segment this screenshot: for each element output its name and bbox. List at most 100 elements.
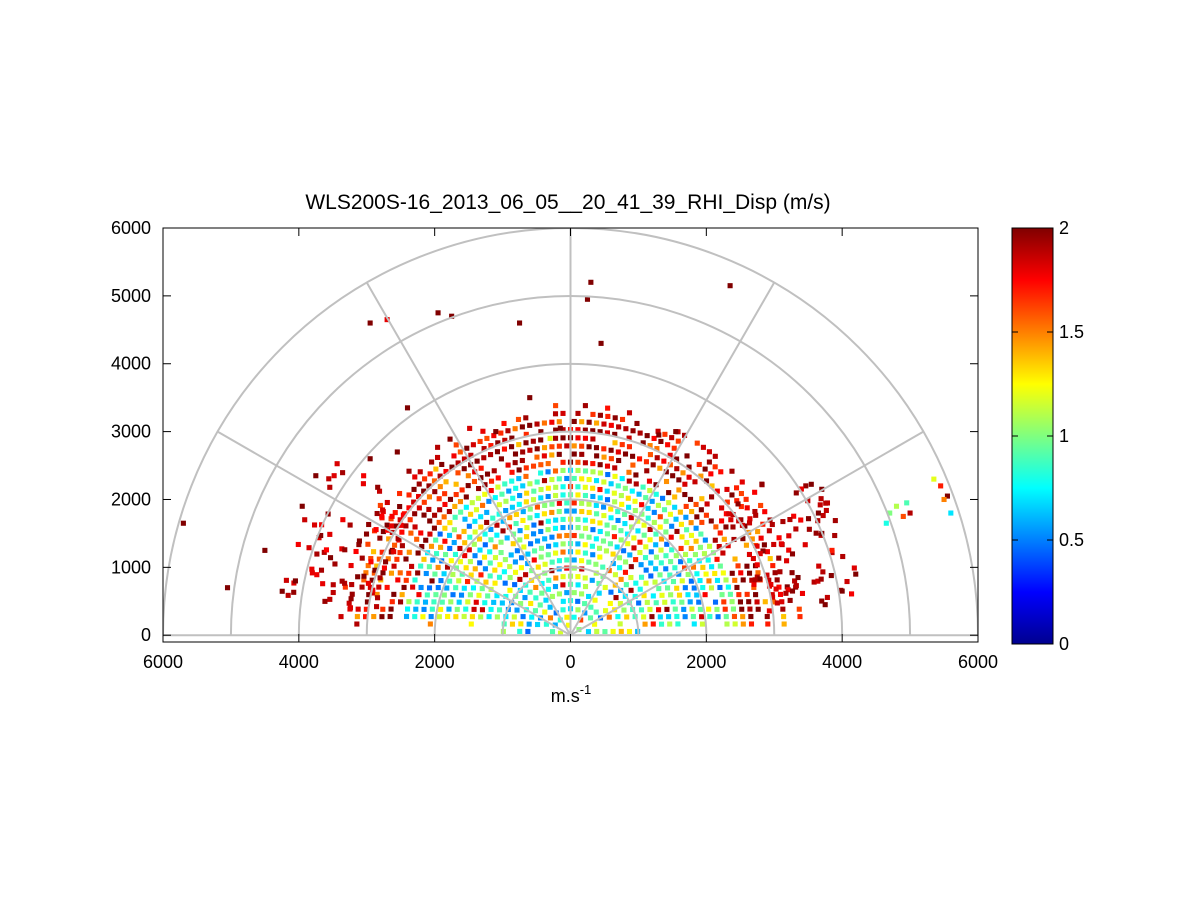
heatmap-cell <box>571 500 577 506</box>
heatmap-cell <box>507 587 513 593</box>
heatmap-cell <box>644 433 650 439</box>
heatmap-cell <box>636 600 642 606</box>
heatmap-cell <box>438 606 444 612</box>
heatmap-cell <box>586 501 592 507</box>
heatmap-cell <box>441 514 447 520</box>
heatmap-cell <box>657 514 663 520</box>
heatmap-cell <box>503 508 509 514</box>
heatmap-cell <box>723 614 729 620</box>
heatmap-cell <box>517 320 523 326</box>
heatmap-cell <box>487 560 493 566</box>
heatmap-cell <box>694 514 700 520</box>
heatmap-cell <box>645 505 651 511</box>
heatmap-cell <box>401 584 407 590</box>
heatmap-cell <box>586 419 592 425</box>
heatmap-cell <box>641 593 647 599</box>
heatmap-cell <box>579 443 585 449</box>
heatmap-cell <box>539 580 545 587</box>
heatmap-cell <box>476 485 482 492</box>
heatmap-cell <box>462 516 468 522</box>
heatmap-cell <box>679 534 685 540</box>
heatmap-cell <box>844 578 850 585</box>
heatmap-cell <box>606 568 612 574</box>
heatmap-cell <box>626 410 633 416</box>
heatmap-cell <box>370 587 376 593</box>
heatmap-cell <box>624 531 631 537</box>
heatmap-cell <box>823 507 829 514</box>
heatmap-cell <box>786 547 792 553</box>
heatmap-cell <box>369 577 375 583</box>
heatmap-cell <box>560 574 566 580</box>
heatmap-cell <box>498 539 504 545</box>
heatmap-cell <box>541 420 547 426</box>
heatmap-cell <box>596 545 603 551</box>
heatmap-cell <box>648 573 654 579</box>
heatmap-cell <box>513 485 519 491</box>
heatmap-cell <box>491 433 497 439</box>
heatmap-cell <box>602 584 608 590</box>
heatmap-cell <box>669 523 675 529</box>
heatmap-cell <box>564 508 570 514</box>
heatmap-cell <box>778 541 784 547</box>
heatmap-cell <box>776 535 782 541</box>
heatmap-cell <box>418 584 424 591</box>
heatmap-cell <box>517 576 523 582</box>
heatmap-cell <box>698 507 704 513</box>
heatmap-cell <box>644 599 650 605</box>
heatmap-cell <box>604 488 610 494</box>
heatmap-cell <box>527 422 533 428</box>
axis-ticks <box>162 227 979 642</box>
heatmap-cell <box>686 474 692 480</box>
heatmap-cell <box>326 476 332 482</box>
heatmap-cell <box>429 606 435 612</box>
heatmap-cell <box>623 582 629 588</box>
heatmap-cell <box>448 558 454 564</box>
heatmap-cell <box>575 541 581 547</box>
heatmap-cell <box>442 501 448 508</box>
heatmap-cell <box>553 403 559 409</box>
heatmap-cell <box>666 490 672 496</box>
heatmap-cell <box>381 565 387 571</box>
heatmap-cell <box>285 592 291 598</box>
heatmap-cell <box>520 449 526 455</box>
heatmap-cell <box>615 449 621 455</box>
heatmap-cell <box>725 543 731 549</box>
heatmap-cell <box>601 421 607 427</box>
heatmap-cell <box>777 591 784 597</box>
heatmap-cell <box>747 516 753 522</box>
heatmap-cell <box>530 463 537 469</box>
heatmap-cell <box>600 538 607 544</box>
heatmap-cell <box>455 470 461 476</box>
heatmap-cell <box>688 532 695 538</box>
heatmap-cell <box>467 534 473 540</box>
heatmap-cell <box>347 605 354 611</box>
heatmap-cell <box>529 614 535 620</box>
heatmap-cell <box>781 621 787 627</box>
heatmap-cell <box>664 541 670 547</box>
heatmap-cell <box>586 534 592 540</box>
heatmap-cell <box>692 552 698 558</box>
heatmap-cell <box>781 614 787 620</box>
heatmap-cell <box>417 469 423 475</box>
heatmap-cell <box>813 530 819 536</box>
heatmap-cell <box>752 508 758 515</box>
heatmap-cell <box>690 564 697 570</box>
heatmap-cell <box>376 556 382 562</box>
heatmap-cell <box>590 552 596 558</box>
heatmap-cell <box>380 570 386 576</box>
heatmap-cell <box>560 525 566 531</box>
heatmap-cell <box>590 527 596 533</box>
heatmap-cell <box>427 621 433 627</box>
heatmap-cell <box>797 614 803 620</box>
heatmap-cell <box>512 451 519 457</box>
heatmap-cell <box>457 559 463 565</box>
heatmap-cell <box>427 518 433 524</box>
heatmap-cell <box>757 576 763 582</box>
heatmap-cell <box>802 542 808 548</box>
heatmap-cell <box>780 519 786 525</box>
heatmap-cell <box>663 529 669 535</box>
heatmap-cell <box>769 521 775 528</box>
heatmap-cell <box>531 531 537 537</box>
heatmap-cell <box>626 628 633 635</box>
heatmap-cell <box>656 607 662 613</box>
